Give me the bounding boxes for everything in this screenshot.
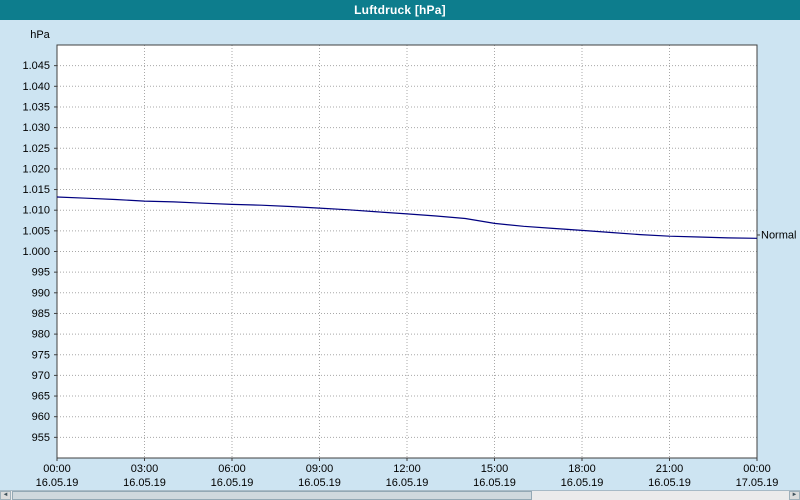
title-bar: Luftdruck [hPa] <box>0 0 800 20</box>
svg-text:09:00: 09:00 <box>306 463 334 475</box>
svg-text:975: 975 <box>32 349 50 361</box>
scrollbar-thumb[interactable] <box>12 491 532 500</box>
svg-text:1.030: 1.030 <box>22 122 50 134</box>
svg-text:1.040: 1.040 <box>22 81 50 93</box>
svg-text:16.05.19: 16.05.19 <box>561 477 604 489</box>
svg-text:hPa: hPa <box>30 29 50 41</box>
svg-text:06:00: 06:00 <box>218 463 246 475</box>
svg-text:1.020: 1.020 <box>22 163 50 175</box>
svg-text:Normal: Normal <box>761 229 796 241</box>
svg-text:995: 995 <box>32 267 50 279</box>
svg-text:18:00: 18:00 <box>568 463 596 475</box>
svg-text:03:00: 03:00 <box>131 463 159 475</box>
scroll-right-icon[interactable]: ► <box>789 491 800 500</box>
svg-text:970: 970 <box>32 370 50 382</box>
svg-text:1.045: 1.045 <box>22 60 50 72</box>
svg-text:965: 965 <box>32 391 50 403</box>
svg-text:1.015: 1.015 <box>22 184 50 196</box>
svg-text:00:00: 00:00 <box>43 463 71 475</box>
svg-text:1.005: 1.005 <box>22 225 50 237</box>
window-title: Luftdruck [hPa] <box>354 3 446 17</box>
scroll-left-icon[interactable]: ◄ <box>0 491 11 500</box>
svg-text:1.010: 1.010 <box>22 205 50 217</box>
svg-text:15:00: 15:00 <box>481 463 509 475</box>
svg-text:985: 985 <box>32 308 50 320</box>
svg-text:16.05.19: 16.05.19 <box>36 477 79 489</box>
svg-text:00:00: 00:00 <box>743 463 771 475</box>
svg-text:955: 955 <box>32 432 50 444</box>
svg-text:17.05.19: 17.05.19 <box>736 477 779 489</box>
horizontal-scrollbar[interactable]: ◄ ► <box>0 490 800 500</box>
svg-text:16.05.19: 16.05.19 <box>123 477 166 489</box>
svg-text:990: 990 <box>32 287 50 299</box>
svg-text:16.05.19: 16.05.19 <box>473 477 516 489</box>
svg-text:16.05.19: 16.05.19 <box>648 477 691 489</box>
svg-text:16.05.19: 16.05.19 <box>298 477 341 489</box>
svg-text:16.05.19: 16.05.19 <box>386 477 429 489</box>
svg-text:12:00: 12:00 <box>393 463 421 475</box>
pressure-line-chart: 1.045 1.040 1.035 1.030 1.025 1.020 1.015 1.010… <box>22 29 796 489</box>
svg-text:980: 980 <box>32 329 50 341</box>
svg-text:1.025: 1.025 <box>22 143 50 155</box>
svg-text:1.000: 1.000 <box>22 246 50 258</box>
svg-text:21:00: 21:00 <box>656 463 684 475</box>
chart-area: 1.045 1.040 1.035 1.030 1.025 1.020 1.015 1.010… <box>0 20 800 490</box>
svg-text:960: 960 <box>32 411 50 423</box>
svg-text:1.035: 1.035 <box>22 101 50 113</box>
svg-text:16.05.19: 16.05.19 <box>211 477 254 489</box>
